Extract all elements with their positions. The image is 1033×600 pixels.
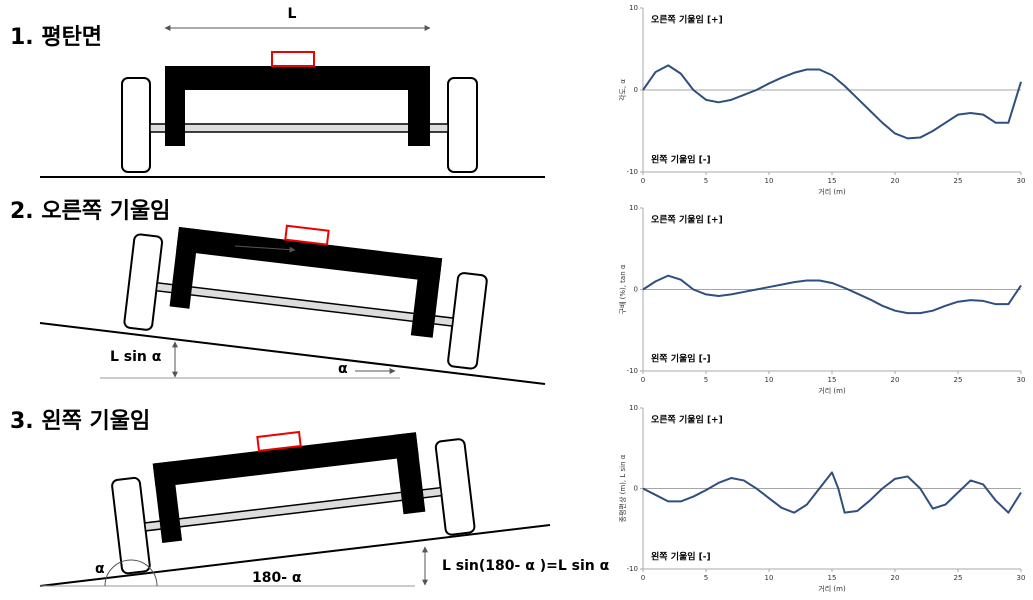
y-tick-label: 10 [629,404,638,412]
section-title: 2. 오른쪽 기울임 [10,199,170,224]
x-tick-label: 30 [1017,376,1026,384]
x-tick-label: 20 [891,376,900,384]
diagram-flat: L 1. 평탄면 [10,6,545,178]
x-tick-label: 5 [704,376,708,384]
y-axis-label: 종평편상 (m), L sin α [618,454,627,522]
x-tick-label: 15 [828,376,837,384]
x-tick-label: 25 [954,574,963,582]
y-axis-label: 각도, α [619,79,627,101]
note: 왼쪽 기울임 [-] [651,551,711,563]
section-title: 1. 평탄면 [10,25,102,50]
x-tick-label: 10 [765,376,774,384]
x-tick-label: 5 [704,177,708,185]
y-tick-label: -10 [627,367,638,375]
label: L [288,6,297,22]
diagram-left-tilt: α 180- α L sin(180- α )=L sin α 3. 왼쪽 기울… [10,409,610,587]
label: L sin(180- α )=L sin α [442,558,610,574]
note: 오른쪽 기울임 [+] [651,214,723,226]
data-line [642,274,1022,315]
x-tick-label: 0 [641,376,645,384]
y-tick-label: -10 [627,565,638,573]
x-axis-label: 거리 (m) [818,386,846,395]
label: α [95,561,105,577]
x-tick-label: 5 [704,574,708,582]
y-tick-label: 10 [629,204,638,212]
y-tick-label: 0 [634,286,638,294]
y-tick-label: 0 [634,485,638,493]
x-tick-label: 15 [828,177,837,185]
note: 오른쪽 기울임 [+] [651,414,723,426]
x-tick-label: 20 [891,177,900,185]
data-line [642,471,1022,514]
note: 왼쪽 기울임 [-] [651,154,711,166]
x-tick-label: 0 [641,574,645,582]
x-axis-label: 거리 (m) [818,187,846,196]
x-tick-label: 25 [954,177,963,185]
y-tick-label: 10 [629,4,638,12]
x-tick-label: 15 [828,574,837,582]
label: 180- α [252,570,302,586]
y-axis-label: 구배 (%), tan α [618,264,627,314]
x-axis-label: 거리 (m) [818,584,846,593]
label: α [240,233,250,249]
x-tick-label: 20 [891,574,900,582]
x-tick-label: 10 [765,574,774,582]
x-tick-label: 30 [1017,177,1026,185]
label: α [338,361,348,377]
x-tick-label: 10 [765,177,774,185]
data-line [642,64,1022,140]
x-tick-label: 0 [641,177,645,185]
diagram-right-tilt: α L sin α α 2. 오른쪽 기울임 [10,199,546,385]
note: 왼쪽 기울임 [-] [651,353,711,365]
note: 오른쪽 기울임 [+] [651,14,723,26]
x-tick-label: 30 [1017,574,1026,582]
x-tick-label: 25 [954,376,963,384]
y-tick-label: -10 [627,168,638,176]
section-title: 3. 왼쪽 기울임 [10,409,150,434]
label: L sin α [110,349,162,365]
y-tick-label: 0 [634,86,638,94]
